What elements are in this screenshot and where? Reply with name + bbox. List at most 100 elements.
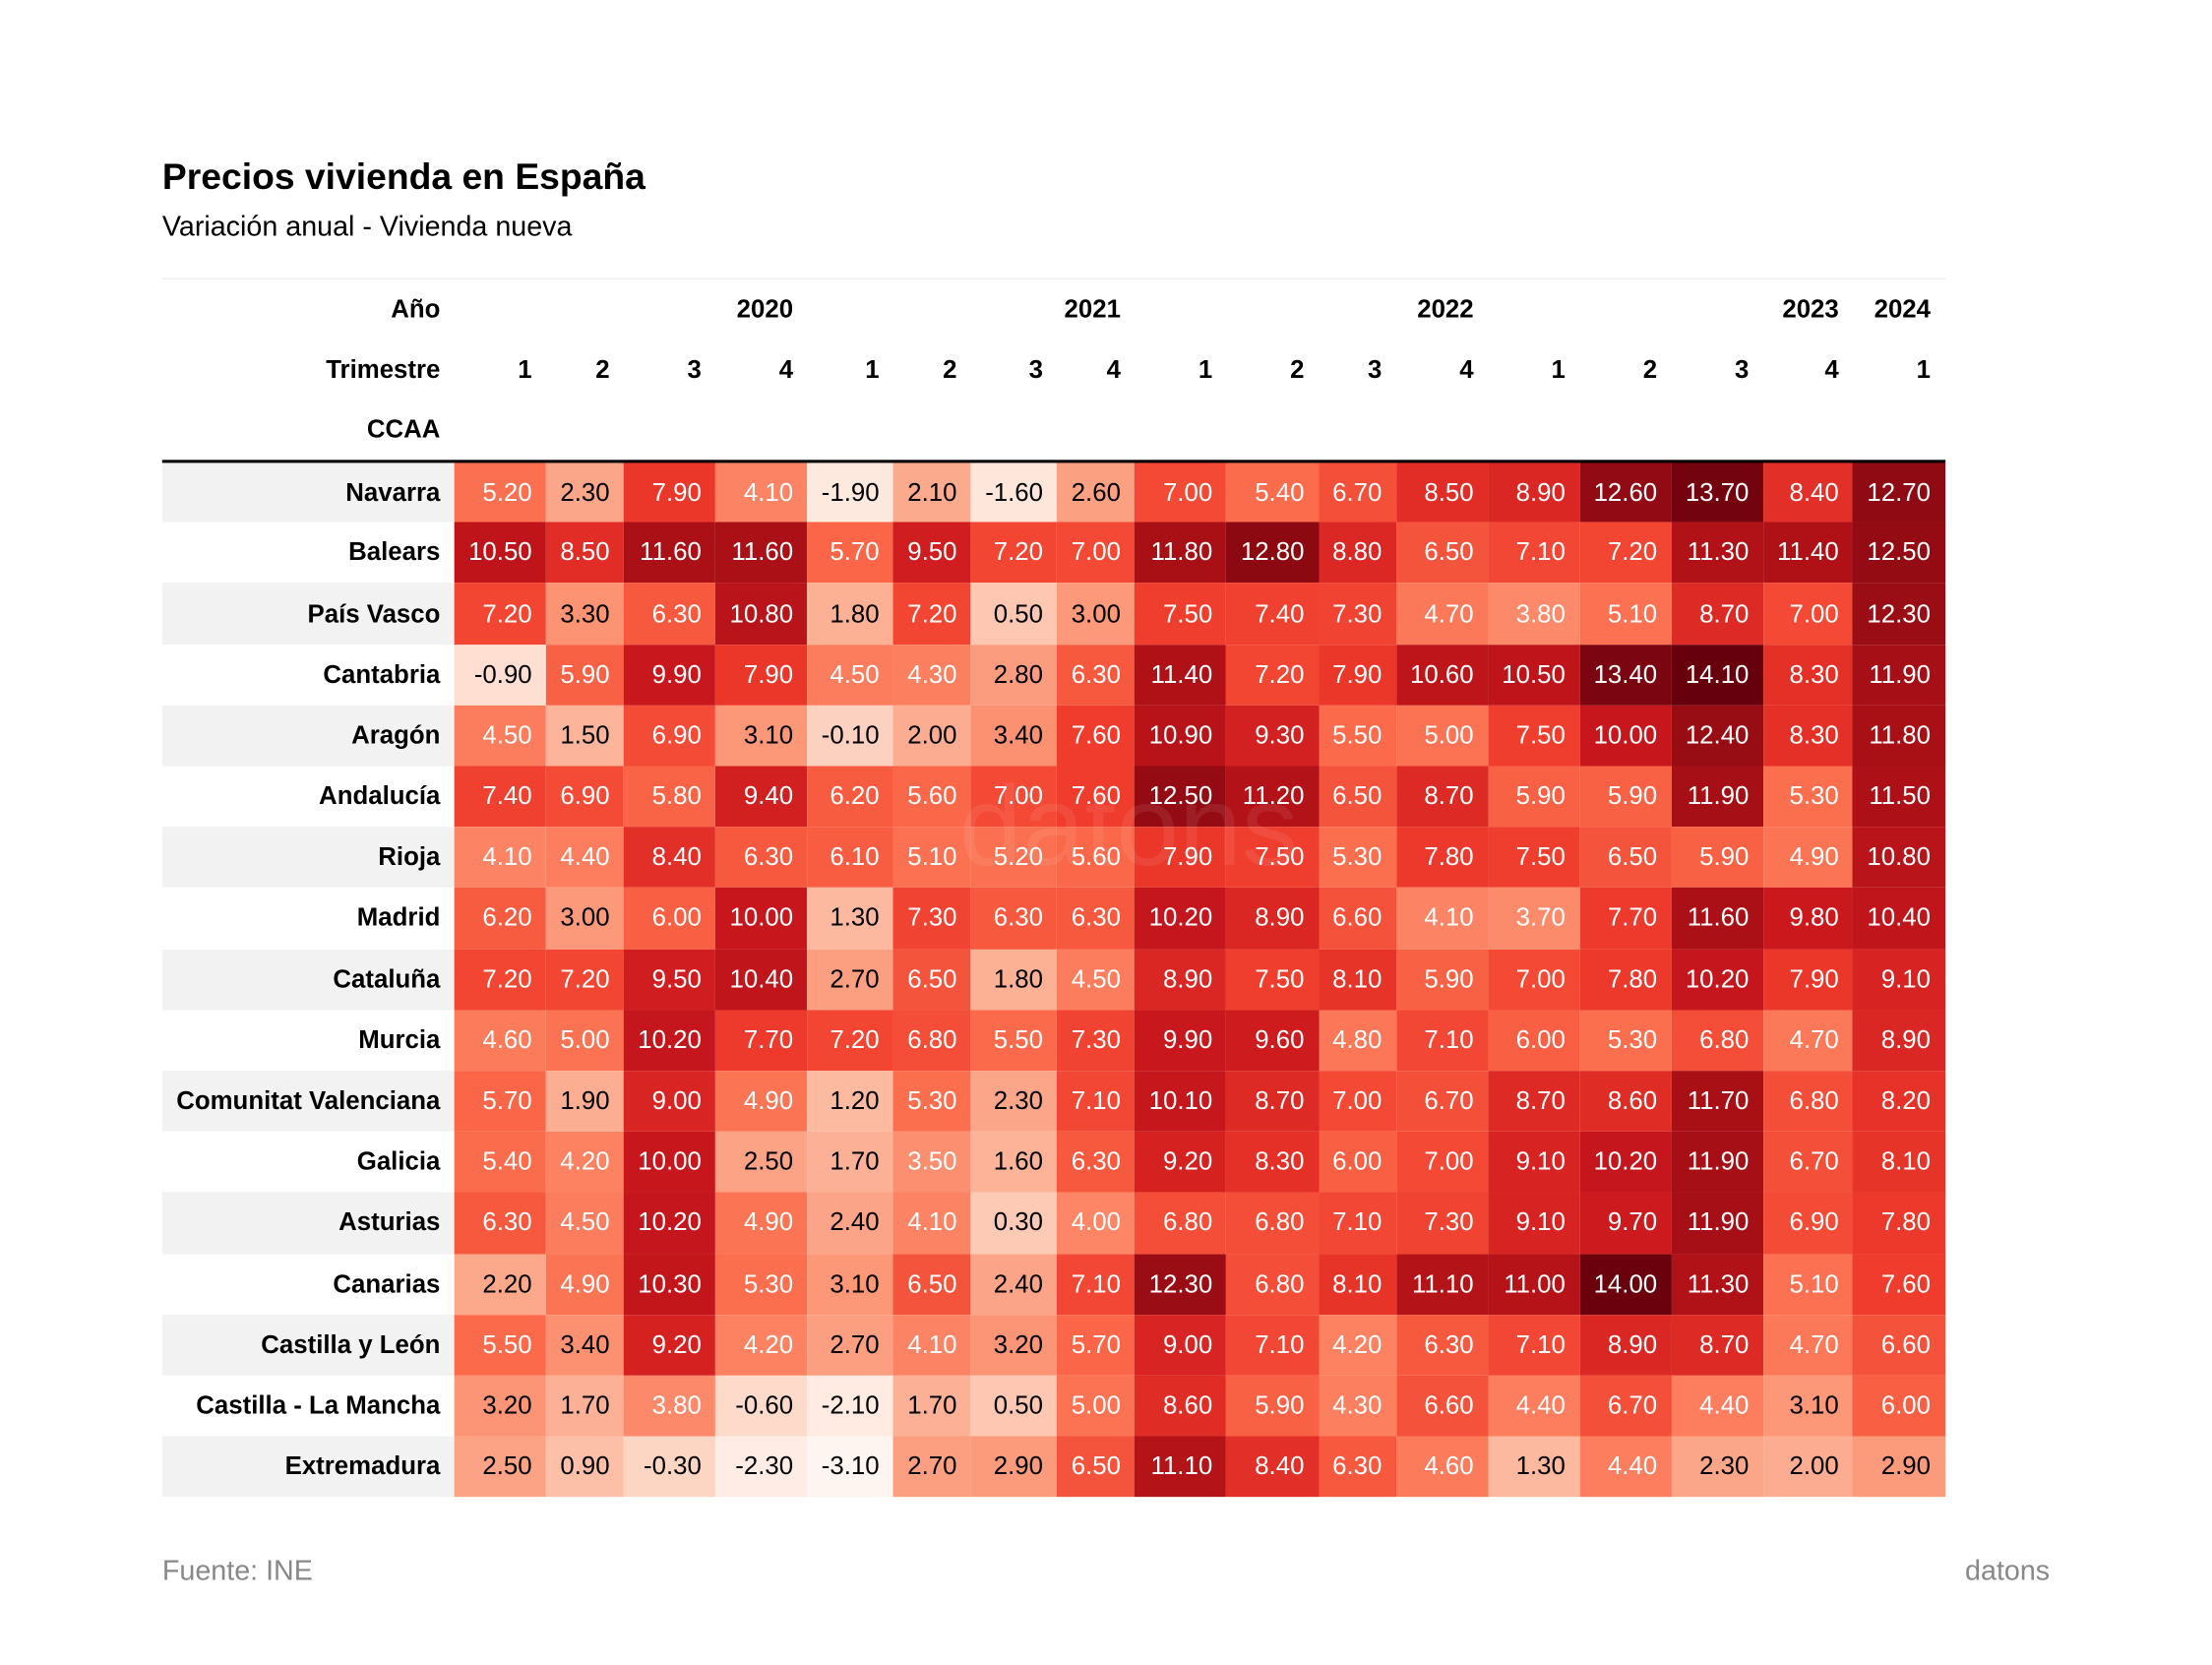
heatmap-cell: 3.70 [1487,888,1580,950]
heatmap-cell: 10.20 [1579,1132,1672,1193]
heatmap-cell: 3.40 [970,705,1058,767]
heatmap-cell: 6.90 [1762,1192,1854,1254]
heatmap-cell: 8.70 [1226,1071,1319,1133]
heatmap-cell: 7.00 [970,766,1058,828]
heatmap-cell: 10.80 [1853,827,1945,889]
heatmap-cell: 5.30 [715,1253,808,1315]
heatmap-cell: 7.00 [1057,522,1136,584]
heatmap-cell: 5.40 [454,1132,546,1193]
quarter-header: 4 [1459,354,1474,384]
heatmap-cell: 7.00 [1762,583,1854,645]
year-header: 2021 [1064,294,1121,324]
heatmap-cell: 9.00 [623,1071,716,1133]
heatmap-cell: 9.40 [715,766,808,828]
heatmap-cell: 12.40 [1671,705,1763,767]
quarter-header: 2 [595,354,610,384]
heatmap-cell: 3.30 [545,583,624,645]
heatmap-cell: 4.10 [892,1192,971,1254]
heatmap-cell: 2.50 [715,1132,808,1193]
heatmap-cell: 9.80 [1762,888,1854,950]
heatmap-cell: 7.50 [1135,583,1227,645]
heatmap-cell: 3.80 [623,1375,716,1437]
heatmap-cell: 10.20 [1135,888,1227,950]
heatmap-cell: 14.00 [1579,1253,1672,1315]
heatmap-cell: 10.20 [623,1010,716,1072]
quarter-header: 1 [865,354,880,384]
heatmap-cell: 2.30 [970,1071,1058,1133]
heatmap-cell: 5.70 [454,1071,546,1133]
heatmap-cell: 5.50 [1318,705,1396,767]
heatmap-cell: 10.50 [1487,644,1580,706]
quarter-header: 3 [1028,354,1044,384]
heatmap-cell: 4.10 [892,1314,971,1376]
quarter-header: 3 [1735,354,1750,384]
heatmap-cell: 9.70 [1579,1192,1672,1254]
heatmap-cell: 5.10 [1762,1253,1854,1315]
heatmap-cell: 11.50 [1853,766,1945,828]
heatmap-cell: 8.60 [1579,1071,1672,1133]
heatmap-cell: 6.20 [454,888,546,950]
heatmap-cell: 3.10 [807,1253,893,1315]
heatmap-cell: 6.70 [1318,461,1396,523]
heatmap-cell: 12.50 [1135,766,1227,828]
heatmap-table: Año 2020 2021 2022 2023 2024 Trimestre 1 2 3 4 1… [161,278,1945,1498]
heatmap-cell: -1.90 [807,461,893,523]
empty-header-cell [1488,401,1579,462]
heatmap-cell: 7.40 [1226,583,1319,645]
table-row: Aragón 4.50 1.50 6.90 3.10 -0.10 2.00 3.40 7.60 1… [161,705,1945,767]
heatmap-cell: 2.80 [970,644,1058,706]
heatmap-cell: 6.50 [1395,522,1488,584]
heatmap-cell: 4.20 [545,1132,624,1193]
heatmap-cell: 6.00 [623,888,716,950]
heatmap-cell: 1.50 [545,705,624,767]
quarter-header: 1 [1916,354,1932,384]
heatmap-cell: 5.00 [1395,705,1488,767]
heatmap-cell: 8.30 [1226,1132,1319,1193]
heatmap-cell: 3.20 [454,1375,546,1437]
heatmap-cell: 0.30 [970,1192,1058,1254]
heatmap-cell: 3.10 [1762,1375,1854,1437]
heatmap-cell: 11.80 [1135,522,1227,584]
heatmap-cell: 12.30 [1135,1253,1227,1315]
heatmap-cell: 5.70 [807,522,893,584]
heatmap-cell: 6.30 [1395,1314,1488,1376]
heatmap-cell: 5.00 [1057,1375,1136,1437]
heatmap-cell: 4.00 [1057,1192,1136,1254]
heatmap-cell: 11.70 [1671,1071,1763,1133]
chart-title: Precios vivienda en España [161,154,645,198]
empty-header-cell [1319,401,1396,462]
heatmap-cell: 14.10 [1671,644,1763,706]
year-header-label: Año [391,294,441,324]
heatmap-cell: 7.20 [970,522,1058,584]
row-label: Madrid [161,888,455,950]
heatmap-cell: 6.30 [1057,644,1136,706]
empty-header-cell [455,401,546,462]
quarter-header-label: Trimestre [326,354,441,384]
heatmap-cell: 7.30 [892,888,971,950]
heatmap-cell: 7.40 [454,766,546,828]
heatmap-cell: -3.10 [807,1436,893,1498]
heatmap-cell: 11.90 [1671,1192,1763,1254]
heatmap-cell: 3.40 [545,1314,624,1376]
heatmap-cell: 7.80 [1579,949,1672,1011]
heatmap-cell: 9.90 [1135,1010,1227,1072]
heatmap-cell: 4.70 [1395,583,1488,645]
row-label: País Vasco [161,583,455,645]
heatmap-cell: 10.00 [1579,705,1672,767]
table-row: Cantabria -0.90 5.90 9.90 7.90 4.50 4.30 2.80 6.… [161,644,1945,706]
heatmap-cell: 13.40 [1579,644,1672,706]
heatmap-cell: 1.90 [545,1071,624,1133]
quarter-header: 1 [1551,354,1566,384]
heatmap-cell: 4.40 [1487,1375,1580,1437]
heatmap-cell: 12.70 [1853,461,1945,523]
heatmap-cell: 5.90 [1226,1375,1319,1437]
heatmap-cell: 4.40 [1671,1375,1763,1437]
heatmap-cell: 2.70 [807,949,893,1011]
heatmap-cell: 4.40 [1579,1436,1672,1498]
heatmap-cell: 5.50 [970,1010,1058,1072]
row-label: Canarias [161,1253,455,1315]
heatmap-cell: 9.10 [1487,1192,1580,1254]
quarter-header-row: Trimestre 1 2 3 4 1 2 3 4 1 2 3 4 1 2 3 4 1 [162,339,1944,401]
heatmap-cell: 7.20 [454,949,546,1011]
heatmap-cell: 8.10 [1318,1253,1396,1315]
